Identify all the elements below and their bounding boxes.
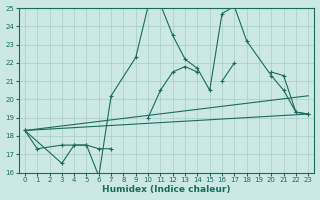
X-axis label: Humidex (Indice chaleur): Humidex (Indice chaleur) <box>102 185 231 194</box>
